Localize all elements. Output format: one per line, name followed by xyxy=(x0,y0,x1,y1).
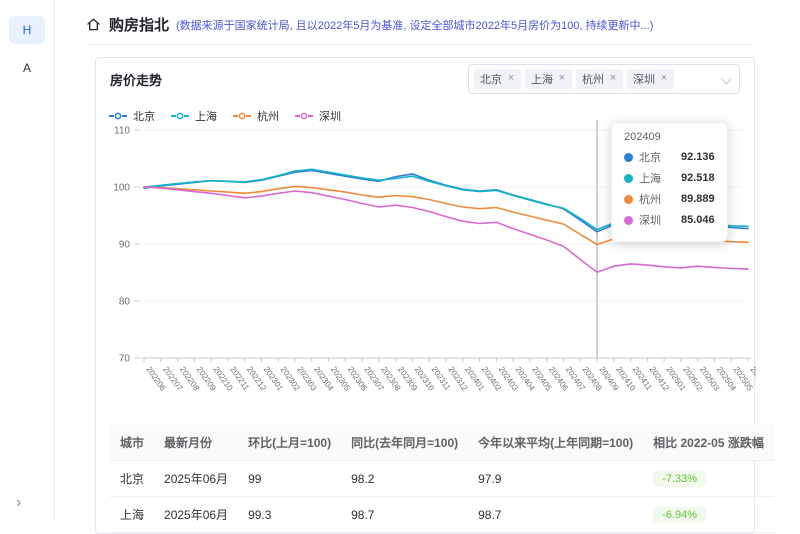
svg-text:90: 90 xyxy=(119,240,131,251)
table-cell: 98.7 xyxy=(468,497,643,533)
tag-close-icon[interactable]: × xyxy=(658,73,670,85)
sidebar-collapse-icon[interactable]: › xyxy=(16,494,21,512)
page-title: 购房指北 xyxy=(109,14,169,35)
city-tag[interactable]: 杭州× xyxy=(576,69,623,89)
legend-item[interactable]: 北京 xyxy=(108,108,155,124)
table-header-cell: 城市 xyxy=(110,425,154,461)
city-stats-table: 城市最新月份环比(上月=100)同比(去年同月=100)今年以来平均(上年同期=… xyxy=(110,425,774,533)
table-cell: 上海 xyxy=(110,497,154,533)
city-tag-label: 北京 xyxy=(480,71,502,87)
chart-legend: 北京 上海 杭州 深圳 xyxy=(108,108,341,124)
table-header-cell: 相比 2022-05 涨跌幅 xyxy=(643,425,774,461)
table-header-cell: 最新月份 xyxy=(154,425,238,461)
table-header-row: 城市最新月份环比(上月=100)同比(去年同月=100)今年以来平均(上年同期=… xyxy=(110,425,774,461)
table-cell: 99 xyxy=(238,461,341,497)
card-header: 房价走势 北京×上海×杭州×深圳× xyxy=(96,58,754,100)
svg-text:100: 100 xyxy=(113,183,130,194)
legend-item[interactable]: 深圳 xyxy=(294,108,341,124)
table-header-cell: 同比(去年同月=100) xyxy=(341,425,468,461)
sidebar: H A xyxy=(0,0,55,520)
legend-label: 深圳 xyxy=(319,108,341,124)
page-header: 购房指北 (数据来源于国家统计局, 且以2022年5月为基准, 设定全部城市20… xyxy=(85,14,755,45)
svg-text:70: 70 xyxy=(119,354,131,365)
tag-close-icon[interactable]: × xyxy=(607,73,619,85)
city-tag-label: 杭州 xyxy=(582,71,604,87)
city-tag-label: 深圳 xyxy=(633,71,655,87)
legend-label: 上海 xyxy=(195,108,217,124)
city-select[interactable]: 北京×上海×杭州×深圳× xyxy=(468,64,740,94)
city-tag-label: 上海 xyxy=(531,71,553,87)
table-cell: 98.2 xyxy=(341,461,468,497)
legend-item[interactable]: 上海 xyxy=(170,108,217,124)
price-chart[interactable]: 7080901001102022062022072022082022092022… xyxy=(104,100,756,408)
city-select-tags: 北京×上海×杭州×深圳× xyxy=(474,69,674,89)
city-tag[interactable]: 上海× xyxy=(525,69,572,89)
main-content: 购房指北 (数据来源于国家统计局, 且以2022年5月为基准, 设定全部城市20… xyxy=(55,0,800,534)
table-cell: 2025年06月 xyxy=(154,497,238,533)
city-tag[interactable]: 北京× xyxy=(474,69,521,89)
table-cell: -7.33% xyxy=(643,461,774,497)
table-header-cell: 今年以来平均(上年同期=100) xyxy=(468,425,643,461)
city-tag[interactable]: 深圳× xyxy=(627,69,674,89)
card-title: 房价走势 xyxy=(110,70,162,89)
table-cell: 2025年06月 xyxy=(154,461,238,497)
tag-close-icon[interactable]: × xyxy=(505,73,517,85)
page-note: (数据来源于国家统计局, 且以2022年5月为基准, 设定全部城市2022年5月… xyxy=(176,17,653,33)
sidebar-item-about[interactable]: A xyxy=(9,54,45,82)
legend-line-icon xyxy=(232,111,252,121)
legend-line-icon xyxy=(108,111,128,121)
tag-close-icon[interactable]: × xyxy=(556,73,568,85)
legend-label: 杭州 xyxy=(257,108,279,124)
table-cell: 98.7 xyxy=(341,497,468,533)
table-header-cell: 环比(上月=100) xyxy=(238,425,341,461)
table-cell: 北京 xyxy=(110,461,154,497)
legend-line-icon xyxy=(294,111,314,121)
legend-item[interactable]: 杭州 xyxy=(232,108,279,124)
sidebar-item-home[interactable]: H xyxy=(9,16,45,44)
table-cell: -6.94% xyxy=(643,497,774,533)
legend-label: 北京 xyxy=(133,108,155,124)
legend-line-icon xyxy=(170,111,190,121)
svg-text:80: 80 xyxy=(119,297,131,308)
change-badge: -6.94% xyxy=(653,507,706,523)
table-cell: 97.9 xyxy=(468,461,643,497)
table-cell: 99.3 xyxy=(238,497,341,533)
svg-text:110: 110 xyxy=(114,126,130,137)
chevron-down-icon[interactable] xyxy=(722,75,732,85)
change-badge: -7.33% xyxy=(653,471,706,487)
house-icon xyxy=(85,16,102,33)
